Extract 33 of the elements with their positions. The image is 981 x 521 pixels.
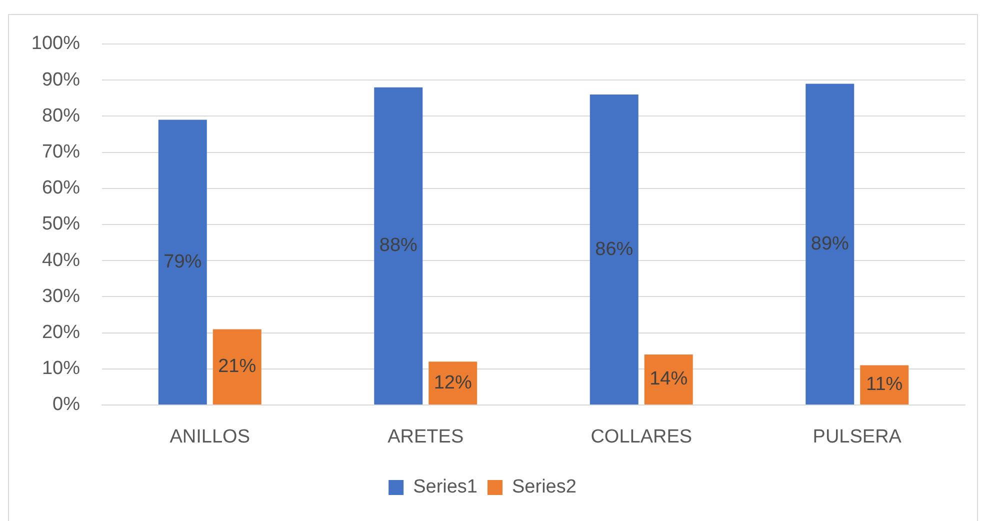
bar	[212, 329, 262, 404]
x-tick-label: COLLARES	[590, 426, 692, 448]
x-tick-label: ANILLOS	[170, 426, 250, 448]
x-tick-label: PULSERA	[812, 426, 902, 448]
bar	[806, 84, 854, 404]
bar	[428, 362, 478, 404]
data-label: 12%	[434, 372, 472, 394]
y-tick-label: 20%	[42, 322, 80, 344]
x-tick-label: ARETES	[388, 426, 464, 448]
data-label: 11%	[866, 374, 903, 396]
bar	[158, 120, 207, 404]
data-label: 14%	[650, 368, 688, 390]
legend-label: Series1	[413, 476, 478, 498]
data-label: 88%	[379, 235, 418, 256]
bar	[590, 94, 638, 404]
y-tick-label: 40%	[42, 250, 80, 271]
y-tick-label: 30%	[42, 286, 80, 307]
y-tick-label: 100%	[31, 33, 80, 54]
legend-label: Series2	[512, 476, 576, 498]
data-label: 79%	[164, 251, 202, 272]
data-label: 86%	[595, 238, 634, 260]
y-tick-label: 0%	[52, 394, 80, 416]
data-label: 21%	[218, 356, 256, 378]
y-tick-label: 70%	[42, 142, 80, 163]
y-tick-label: 50%	[42, 214, 80, 235]
data-label: 89%	[810, 233, 850, 254]
bar	[644, 354, 693, 404]
y-tick-label: 10%	[42, 358, 80, 380]
bar	[860, 365, 909, 404]
y-tick-label: 90%	[42, 69, 80, 90]
bar	[374, 87, 423, 404]
y-tick-label: 80%	[42, 105, 80, 126]
y-tick-label: 60%	[42, 178, 80, 199]
